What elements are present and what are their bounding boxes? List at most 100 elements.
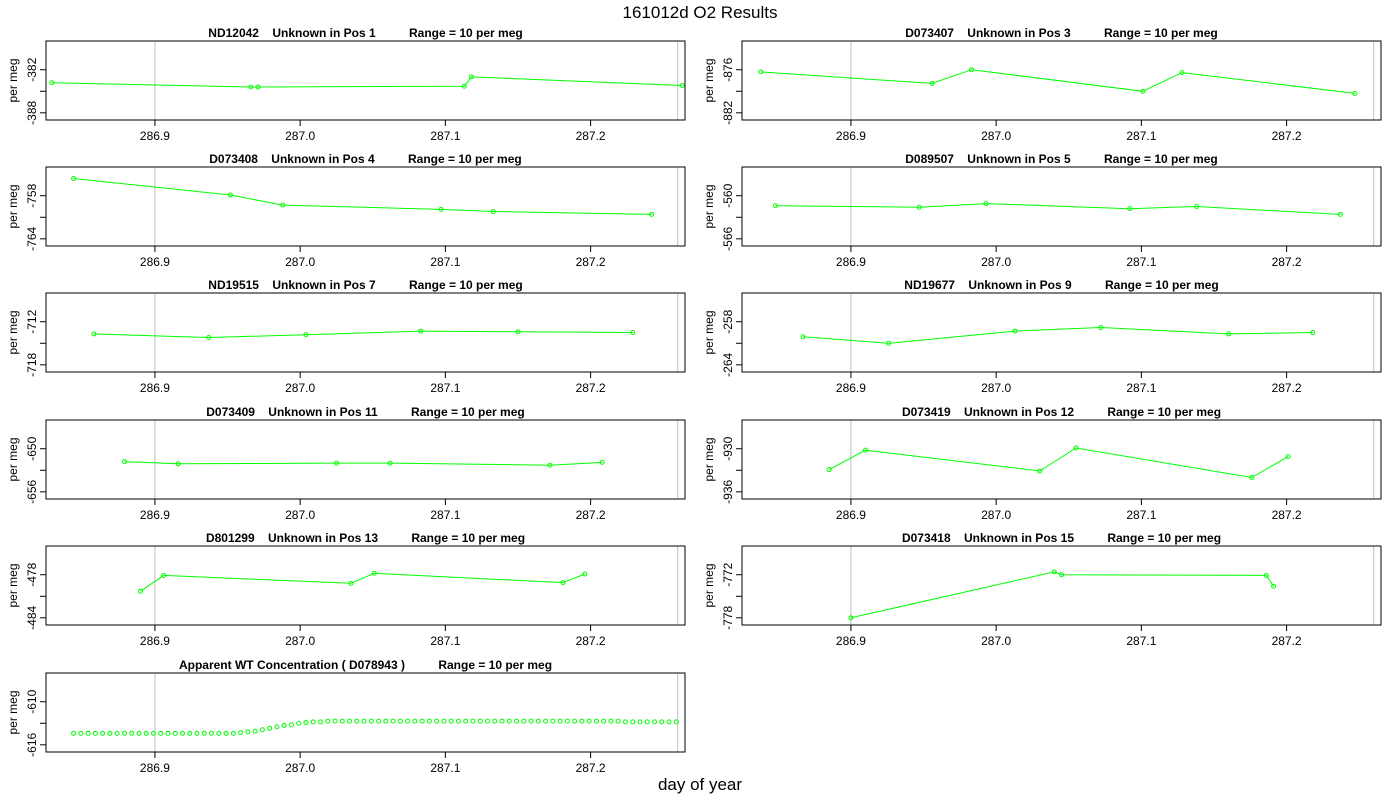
data-point [248, 84, 254, 90]
data-point [514, 718, 520, 724]
x-tick-label: 287.1 [430, 761, 460, 775]
data-point [1179, 70, 1185, 76]
data-point [1337, 211, 1343, 217]
x-tick-label: 287.2 [576, 761, 606, 775]
data-point [216, 730, 222, 736]
x-tick-label: 286.9 [140, 761, 170, 775]
x-tick-label: 286.9 [140, 508, 170, 522]
data-point [158, 730, 164, 736]
plot-frame [45, 545, 686, 626]
y-tick-label: -566 [721, 226, 735, 250]
data-point [1285, 454, 1291, 460]
data-point [78, 730, 84, 736]
data-point [354, 718, 360, 724]
data-point [560, 580, 566, 586]
y-tick-label: -876 [721, 57, 735, 81]
y-tick-label: -478 [25, 562, 39, 586]
x-axis-label: day of year [657, 775, 743, 794]
data-point [397, 718, 403, 724]
y-axis-label: per meg [6, 563, 20, 607]
data-point [368, 718, 374, 724]
y-axis-label: per meg [702, 58, 716, 102]
data-point [339, 718, 345, 724]
y-axis-label: per meg [6, 690, 20, 734]
data-point [916, 204, 922, 210]
data-point [390, 718, 396, 724]
plot-frame [741, 419, 1382, 500]
panel-title: D073408 Unknown in Pos 4 Range = 10 per … [209, 152, 521, 166]
y-tick-label: -382 [25, 57, 39, 81]
data-point [267, 725, 273, 731]
data-point [968, 67, 974, 73]
series-line [850, 571, 1274, 619]
data-point [490, 209, 496, 215]
data-point [673, 719, 679, 725]
x-tick-label: 287.0 [285, 129, 315, 143]
data-point [348, 580, 354, 586]
x-tick-label: 287.0 [981, 381, 1011, 395]
y-tick-label: -560 [721, 183, 735, 207]
data-point [515, 329, 521, 335]
data-point [347, 718, 353, 724]
x-tick-label: 287.2 [1272, 634, 1302, 648]
data-point [862, 447, 868, 453]
panel-title: D073409 Unknown in Pos 11 Range = 10 per… [206, 405, 524, 419]
data-point [238, 730, 244, 736]
y-tick-label: -484 [25, 605, 39, 629]
x-tick-label: 287.1 [430, 381, 460, 395]
data-point [143, 730, 149, 736]
x-tick-label: 286.9 [836, 634, 866, 648]
y-tick-label: -764 [25, 226, 39, 250]
data-point [1310, 330, 1316, 335]
panel-title: D073419 Unknown in Pos 12 Range = 10 per… [902, 405, 1221, 419]
data-point [209, 730, 215, 736]
data-point [1127, 206, 1133, 212]
data-point [477, 718, 483, 724]
data-point [506, 718, 512, 724]
data-point [622, 719, 628, 725]
y-tick-label: -264 [721, 352, 735, 376]
data-point [1263, 572, 1269, 578]
x-tick-label: 287.1 [1126, 508, 1156, 522]
data-point [296, 720, 302, 726]
data-point [412, 718, 418, 724]
data-point [438, 206, 444, 212]
data-point [599, 459, 605, 465]
data-point [848, 615, 854, 621]
data-point [376, 718, 382, 724]
x-tick-label: 287.2 [1272, 255, 1302, 269]
panel-title: ND19677 Unknown in Pos 9 Range = 10 per … [904, 278, 1218, 292]
data-point [85, 730, 91, 736]
x-tick-label: 287.0 [285, 508, 315, 522]
y-axis-label: per meg [6, 437, 20, 481]
data-point [630, 330, 636, 335]
x-tick-label: 287.1 [1126, 255, 1156, 269]
data-point [1249, 474, 1255, 480]
y-axis-label: per meg [6, 184, 20, 228]
data-point [469, 74, 475, 80]
data-point [929, 80, 935, 86]
data-point [535, 718, 541, 724]
data-point [572, 718, 578, 724]
x-tick-label: 286.9 [836, 129, 866, 143]
x-tick-label: 287.2 [1272, 129, 1302, 143]
data-point [1051, 569, 1057, 575]
plot-frame [45, 292, 686, 373]
data-point [255, 84, 261, 90]
data-point [652, 719, 658, 725]
y-tick-label: -882 [721, 100, 735, 124]
x-tick-label: 287.0 [285, 761, 315, 775]
data-point [371, 570, 377, 576]
data-point [470, 718, 476, 724]
panel-title: D073418 Unknown in Pos 15 Range = 10 per… [902, 531, 1221, 545]
data-point [886, 340, 892, 346]
y-axis-label: per meg [702, 310, 716, 354]
data-point [150, 730, 156, 736]
data-point [557, 718, 563, 724]
